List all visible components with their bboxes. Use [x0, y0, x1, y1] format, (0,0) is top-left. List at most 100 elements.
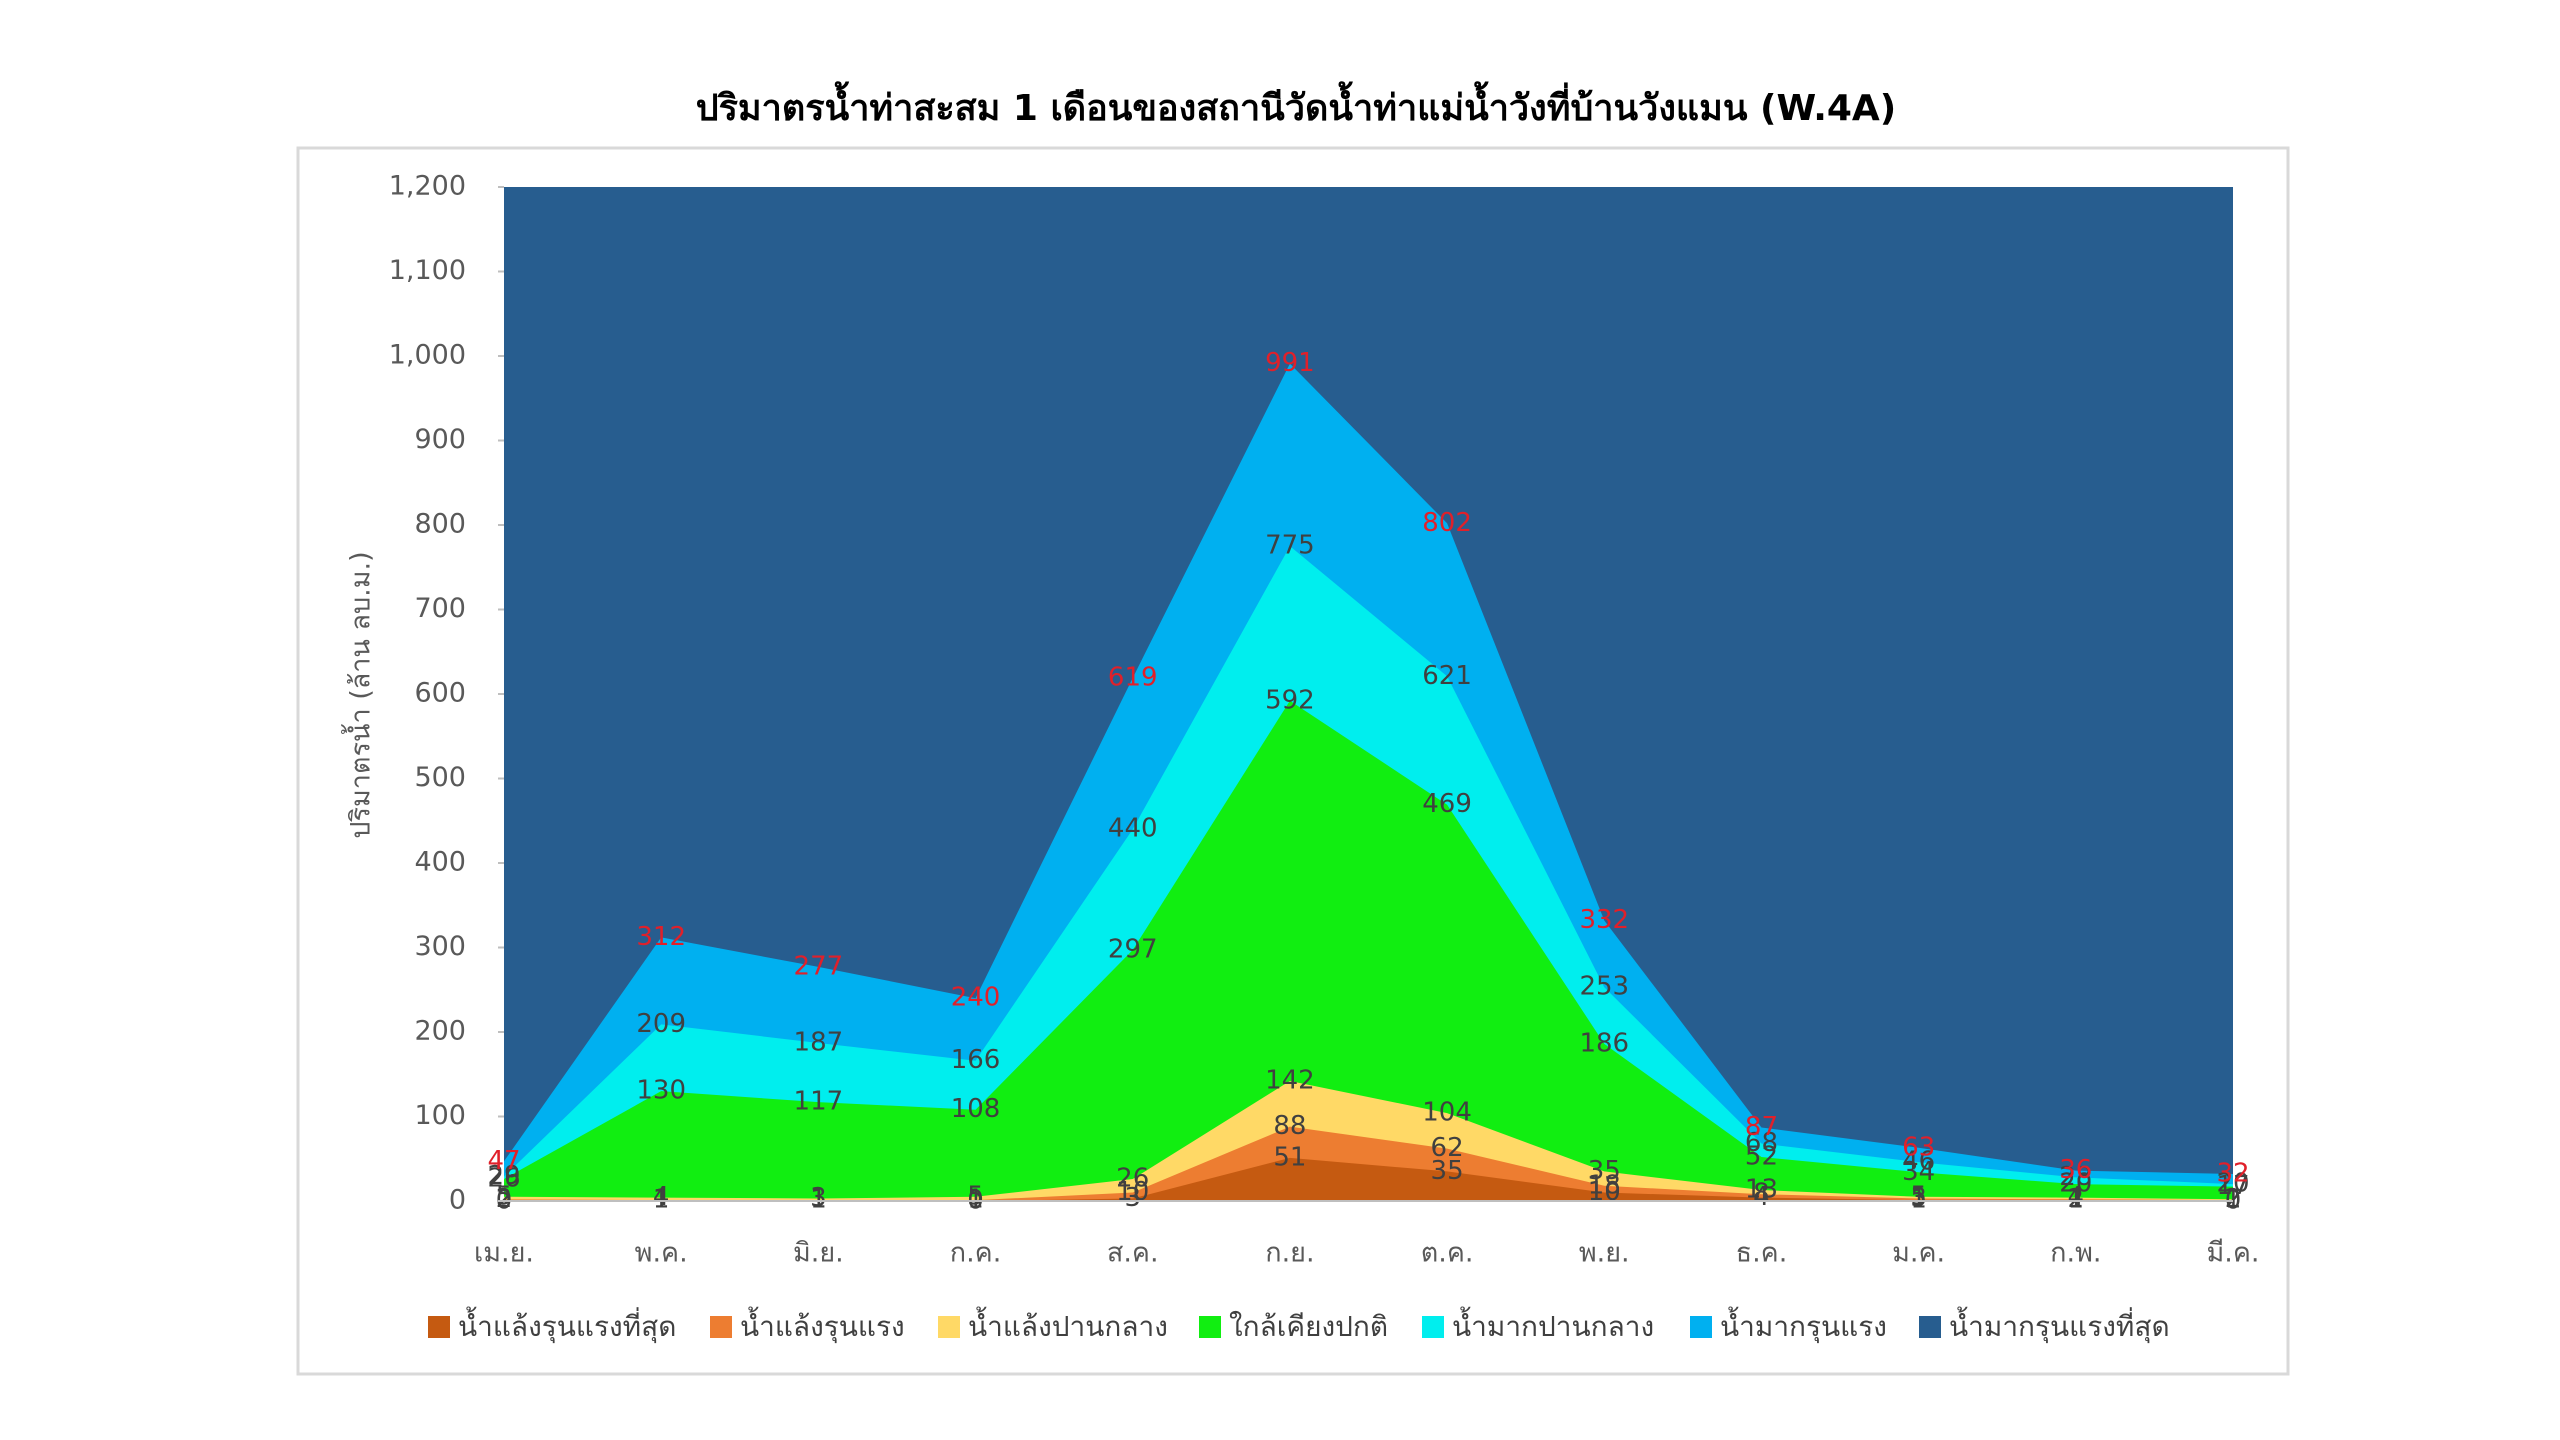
legend-label: น้ำแล้งรุนแรง — [740, 1306, 905, 1344]
data-label: 2 — [2225, 1184, 2242, 1214]
data-label: 4 — [2068, 1182, 2085, 1212]
legend-label: น้ำมากรุนแรง — [1720, 1306, 1887, 1344]
legend-swatch — [1919, 1316, 1941, 1338]
data-label: 35 — [1431, 1156, 1464, 1186]
x-tick-label: เม.ย. — [474, 1238, 534, 1269]
area — [504, 700, 2233, 1201]
legend-label: น้ำแล้งปานกลาง — [968, 1306, 1168, 1343]
data-label: 117 — [794, 1087, 844, 1117]
data-label: 991 — [1265, 348, 1315, 378]
y-tick-label: 300 — [414, 931, 466, 962]
x-tick-label: มิ.ย. — [793, 1238, 844, 1269]
data-label: 187 — [794, 1027, 844, 1057]
legend-swatch — [428, 1316, 450, 1338]
data-label: 592 — [1265, 685, 1315, 715]
legend-label: น้ำแล้งรุนแรงที่สุด — [458, 1306, 676, 1344]
data-label: 3 — [810, 1183, 827, 1213]
legend-swatch — [938, 1316, 960, 1338]
y-tick-label: 700 — [414, 593, 466, 624]
y-tick-label: 100 — [414, 1100, 466, 1131]
data-label: 3 — [1910, 1183, 1927, 1213]
data-label: 469 — [1422, 789, 1472, 819]
data-label: 802 — [1422, 508, 1472, 538]
data-label: 13 — [1745, 1175, 1778, 1205]
data-label: 18 — [1588, 1170, 1621, 1200]
x-tick-label: ก.พ. — [2050, 1238, 2101, 1269]
data-label: 26 — [1116, 1164, 1149, 1194]
data-label: 186 — [1579, 1028, 1629, 1058]
area — [504, 1157, 2233, 1201]
x-tick-label: ต.ค. — [1421, 1238, 1474, 1269]
data-label: 142 — [1265, 1066, 1315, 1096]
legend-swatch — [710, 1316, 732, 1338]
data-label: 5 — [496, 1181, 513, 1211]
data-label: 63 — [1902, 1132, 1935, 1162]
x-tick-label: ธ.ค. — [1736, 1238, 1788, 1269]
data-label: 166 — [951, 1045, 1001, 1075]
data-label: 1 — [1910, 1185, 1927, 1215]
data-label: 20 — [2059, 1169, 2092, 1199]
data-label: 1 — [810, 1185, 827, 1215]
data-label: 240 — [951, 983, 1001, 1013]
data-label: 47 — [487, 1146, 520, 1176]
data-label: 108 — [951, 1094, 1001, 1124]
legend-swatch — [1690, 1316, 1712, 1338]
y-tick-label: 600 — [414, 678, 466, 709]
data-label: 4 — [1753, 1182, 1770, 1212]
data-label: 775 — [1265, 531, 1315, 561]
legend-label: ใกล้เคียงปกติ — [1229, 1310, 1388, 1343]
y-tick-label: 500 — [414, 762, 466, 793]
data-label: 130 — [636, 1076, 686, 1106]
data-label: 2 — [496, 1184, 513, 1214]
data-label: 621 — [1422, 661, 1472, 691]
data-label: 209 — [636, 1009, 686, 1039]
data-label: 88 — [1273, 1111, 1306, 1141]
data-label: 1 — [967, 1185, 984, 1215]
y-tick-label: 900 — [414, 424, 466, 455]
data-label: 104 — [1422, 1098, 1472, 1128]
data-label: 312 — [636, 922, 686, 952]
x-tick-label: ก.ค. — [950, 1238, 1002, 1269]
data-label: 1 — [653, 1185, 670, 1215]
data-label: 52 — [1745, 1142, 1778, 1172]
data-label: 26 — [487, 1164, 520, 1194]
x-tick-label: มี.ค. — [2206, 1238, 2259, 1269]
data-label: 4 — [653, 1182, 670, 1212]
y-tick-label: 1,000 — [389, 340, 466, 371]
y-tick-label: 1,100 — [389, 255, 466, 286]
chart-title: ปริมาตรน้ำท่าสะสม 1 เดือนของสถานีวัดน้ำท… — [696, 81, 1897, 129]
data-label: 5 — [1910, 1181, 1927, 1211]
x-tick-label: ม.ค. — [1892, 1238, 1945, 1269]
y-axis-title: ปริมาตรน้ำ (ล้าน ลบ.ม.) — [341, 551, 377, 838]
x-tick-label: ก.ย. — [1265, 1238, 1314, 1269]
y-tick-label: 200 — [414, 1016, 466, 1047]
y-tick-label: 0 — [449, 1185, 466, 1216]
area — [504, 1126, 2233, 1201]
data-label: 34 — [1902, 1157, 1935, 1187]
data-label: 28 — [2059, 1162, 2092, 1192]
data-label: 17 — [2216, 1171, 2249, 1201]
legend-swatch — [1199, 1316, 1221, 1338]
y-tick-label: 400 — [414, 847, 466, 878]
x-tick-label: พ.ค. — [635, 1238, 688, 1269]
data-label: 5 — [967, 1181, 984, 1211]
y-tick-label: 1,200 — [389, 171, 466, 202]
data-label: 619 — [1108, 662, 1158, 692]
legend-label: น้ำมากรุนแรงที่สุด — [1949, 1306, 2170, 1344]
data-label: 10 — [1116, 1177, 1149, 1207]
data-label: 10 — [1588, 1177, 1621, 1207]
x-tick-label: ส.ค. — [1107, 1238, 1159, 1269]
data-label: 51 — [1273, 1142, 1306, 1172]
data-label: 2 — [2068, 1184, 2085, 1214]
legend-swatch — [1422, 1316, 1444, 1338]
data-label: 62 — [1431, 1133, 1464, 1163]
data-label: 332 — [1579, 905, 1629, 935]
data-label: 87 — [1745, 1112, 1778, 1142]
legend-label: น้ำมากปานกลาง — [1452, 1306, 1654, 1343]
data-label: 253 — [1579, 972, 1629, 1002]
data-label: 440 — [1108, 814, 1158, 844]
data-label: 1 — [653, 1185, 670, 1215]
data-label: 68 — [1745, 1128, 1778, 1158]
data-label: 1 — [2225, 1185, 2242, 1215]
